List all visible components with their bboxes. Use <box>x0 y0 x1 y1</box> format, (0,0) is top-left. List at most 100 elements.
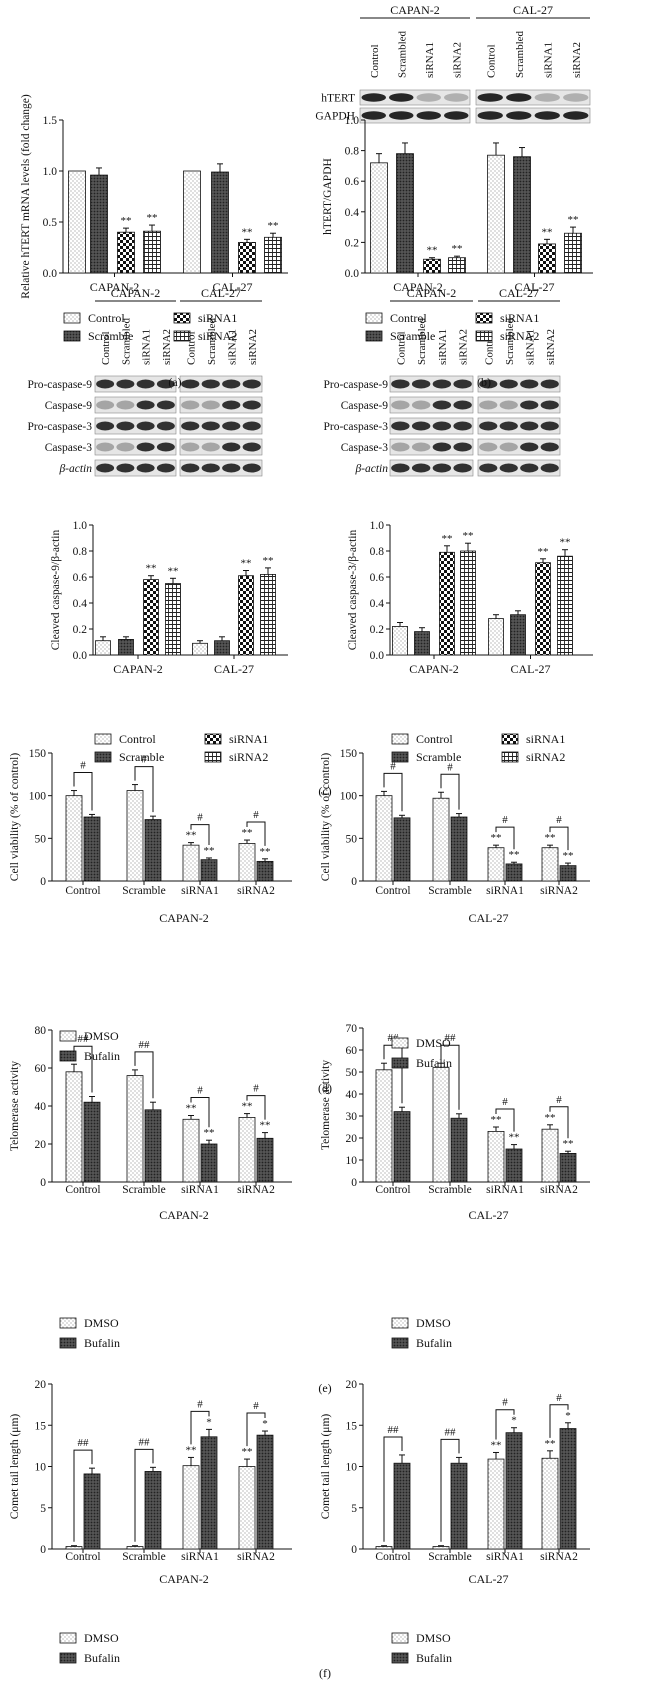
bar-bufalin <box>83 1101 101 1183</box>
blot-lane-label: Control <box>395 331 407 365</box>
legend-label: siRNA2 <box>526 750 565 764</box>
significance-mark: ** <box>563 850 574 862</box>
legend-swatch <box>365 330 383 342</box>
chart-d2: 0 50 100 150 Cell viability (% of control) # C… <box>320 748 590 925</box>
bar-dmso <box>238 843 256 882</box>
y-tick-label: 0 <box>351 876 357 888</box>
bar-bufalin <box>505 1432 523 1550</box>
bar-sirna2 <box>264 236 282 274</box>
blot-lane-label: Scrambled <box>120 317 132 365</box>
x-tick-label: Scramble <box>122 885 165 897</box>
bar-scramble <box>118 639 134 656</box>
bar-control <box>392 626 408 656</box>
y-axis-label: Comet tail length (μm) <box>9 1414 21 1520</box>
blot-band <box>432 421 452 431</box>
blot-lane-label: Control <box>100 331 112 365</box>
blot-lane-label: siRNA2 <box>571 42 583 78</box>
y-tick-label: 50 <box>346 833 358 845</box>
y-tick-label: 20 <box>35 1379 47 1391</box>
blot-band <box>116 379 135 389</box>
blot-band <box>96 379 115 389</box>
x-tick-label: siRNA1 <box>486 885 524 897</box>
significance-mark: ** <box>442 533 453 545</box>
bar-scramble <box>396 153 414 274</box>
y-tick-label: 1.0 <box>43 166 58 178</box>
significance-mark: ** <box>545 1112 556 1124</box>
blot-band <box>479 400 498 410</box>
blot-band <box>479 463 498 473</box>
significance-bracket <box>549 826 569 851</box>
blot-row-label: Caspase-3 <box>45 442 93 454</box>
significance-bracket <box>440 1438 460 1542</box>
blot-band <box>432 400 452 410</box>
x-tick-label: siRNA2 <box>540 885 578 897</box>
y-tick-label: 100 <box>29 791 47 803</box>
blot-row-label: Pro-caspase-9 <box>323 379 388 391</box>
blot-band <box>361 93 386 102</box>
legend-swatch <box>59 1317 77 1329</box>
chart-b: 0.0 0.2 0.4 0.6 0.8 1.0 hTERT/GAPDH ** ** CAPAN-2… <box>322 115 593 294</box>
blot-strip <box>359 89 471 106</box>
y-tick-label: 50 <box>346 1067 358 1079</box>
bar-dmso <box>432 1067 450 1183</box>
blot-row-label: Pro-caspase-9 <box>27 379 92 391</box>
bar-charts: 0.0 0.5 1.0 1.5 Relative hTERT mRNA levels (… <box>9 94 593 1586</box>
x-tick-label: siRNA1 <box>486 1184 524 1196</box>
blot-band <box>540 463 559 473</box>
significance-mark: ** <box>186 1444 197 1456</box>
blot-band <box>201 463 220 473</box>
blot-strip <box>389 438 474 456</box>
significance-bracket <box>73 772 93 811</box>
significance-mark: ** <box>463 530 474 542</box>
legend-label: Bufalin <box>416 1651 452 1665</box>
blot-band <box>499 463 518 473</box>
significance-bracket <box>190 824 210 845</box>
panel-label: (b) <box>477 375 491 389</box>
x-axis-label: CAL-27 <box>469 1208 509 1222</box>
y-tick-label: 0.4 <box>370 598 385 610</box>
bar-bufalin <box>144 1109 162 1183</box>
blot-band <box>411 463 431 473</box>
blot-band <box>136 421 155 431</box>
y-tick-label: 60 <box>346 1045 358 1057</box>
legend-label: siRNA2 <box>229 750 268 764</box>
blot-band <box>453 379 472 389</box>
blot-band <box>499 379 518 389</box>
legend-swatch <box>501 733 519 745</box>
significance-mark: ** <box>260 846 271 858</box>
bracket-mark: ## <box>139 1436 151 1448</box>
bar-control <box>192 642 208 656</box>
blot-strip <box>94 438 177 456</box>
y-axis-label: Telomerase activity <box>9 1061 21 1151</box>
y-tick-label: 0.8 <box>370 546 385 558</box>
blot-band <box>136 400 155 410</box>
bar-sirna2 <box>564 232 582 274</box>
bracket-mark: # <box>502 1397 508 1409</box>
x-tick-label: CAPAN-2 <box>409 662 459 676</box>
blot-band <box>222 379 241 389</box>
legend-swatch <box>94 733 112 745</box>
blot-band <box>96 400 115 410</box>
bar-dmso <box>541 1128 559 1183</box>
legend-swatch <box>391 1632 409 1644</box>
blot-band <box>201 442 220 452</box>
bar-sirna1 <box>117 231 135 274</box>
bar-dmso <box>487 847 505 882</box>
blot-band <box>477 111 503 120</box>
blot-lane-label: Scrambled <box>514 30 526 78</box>
x-tick-label: Control <box>375 885 410 897</box>
y-tick-label: 0 <box>40 1544 46 1556</box>
significance-mark: ** <box>268 220 279 232</box>
y-axis-label: Comet tail length (μm) <box>320 1414 332 1520</box>
legend-swatch <box>475 330 493 342</box>
bar-dmso <box>126 1546 144 1550</box>
blot-band <box>479 379 498 389</box>
blot-band <box>477 93 503 102</box>
significance-bracket <box>549 1404 569 1438</box>
bar-scramble <box>211 171 229 274</box>
legend-swatch <box>475 312 493 324</box>
panel-label: (a) <box>168 375 181 389</box>
x-tick-label: CAL-27 <box>515 280 555 294</box>
